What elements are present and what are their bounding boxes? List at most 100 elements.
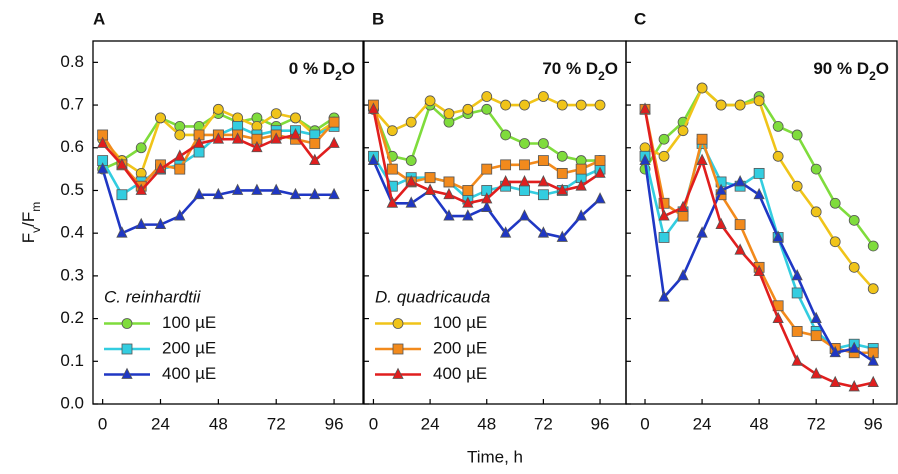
marker <box>290 112 301 124</box>
marker <box>481 163 493 175</box>
marker <box>424 172 436 184</box>
marker <box>677 210 689 222</box>
y-tick-label: 0.3 <box>60 265 84 284</box>
marker <box>481 103 493 115</box>
y-tick-label: 0.5 <box>60 180 84 199</box>
marker <box>462 196 474 208</box>
text-part: m <box>29 202 43 212</box>
marker <box>289 128 302 140</box>
marker <box>481 192 493 204</box>
marker <box>867 375 879 388</box>
x-tick-label: 72 <box>807 414 826 433</box>
marker <box>696 82 708 94</box>
marker <box>810 163 822 175</box>
legend-marker <box>392 367 404 379</box>
legend-label: 400 µE <box>433 364 487 383</box>
marker <box>367 153 380 165</box>
marker <box>309 138 321 149</box>
text-part: 70 % D <box>542 59 598 78</box>
marker <box>575 209 587 221</box>
marker <box>424 95 436 107</box>
marker <box>251 183 263 195</box>
marker <box>810 367 822 379</box>
marker <box>405 196 417 208</box>
x-tick-label: 0 <box>98 414 107 433</box>
marker <box>848 341 860 353</box>
marker <box>519 185 530 196</box>
marker <box>696 226 708 238</box>
text-part: O <box>605 59 618 78</box>
marker <box>499 226 512 238</box>
marker <box>328 116 340 128</box>
y-tick-label: 0.0 <box>60 393 84 412</box>
panel-annotation: 0 % D2O <box>289 59 355 83</box>
y-tick-label: 0.7 <box>60 95 84 114</box>
marker <box>537 155 549 166</box>
marker <box>791 354 803 366</box>
marker <box>386 196 398 208</box>
marker <box>443 108 455 119</box>
marker <box>556 183 568 195</box>
text-part: 2 <box>598 69 605 83</box>
marker <box>867 283 879 295</box>
marker <box>715 183 727 195</box>
marker <box>677 200 689 212</box>
text-part: 90 % D <box>813 59 869 78</box>
marker <box>753 187 765 200</box>
marker <box>791 180 803 192</box>
marker <box>462 209 474 221</box>
marker <box>212 187 225 200</box>
marker <box>193 146 205 158</box>
marker <box>443 209 455 221</box>
marker <box>734 219 746 231</box>
marker <box>519 138 530 149</box>
marker <box>658 209 670 221</box>
x-tick-label: 96 <box>591 414 610 433</box>
x-tick-label: 48 <box>750 414 769 433</box>
marker <box>791 268 803 281</box>
marker <box>556 230 568 242</box>
x-tick-label: 0 <box>369 414 378 433</box>
x-tick-label: 0 <box>640 414 649 433</box>
marker <box>829 236 841 248</box>
marker <box>753 95 765 107</box>
x-tick-label: 96 <box>864 414 883 433</box>
marker <box>575 163 587 175</box>
marker <box>715 99 727 111</box>
legend-marker <box>121 367 133 379</box>
marker <box>772 150 784 162</box>
y-tick-label: 0.1 <box>60 351 84 370</box>
marker <box>753 167 765 179</box>
series-line <box>643 85 875 247</box>
panel-label: A <box>93 9 105 28</box>
marker <box>499 175 512 187</box>
marker <box>829 197 841 209</box>
marker <box>734 99 746 111</box>
text-part: v <box>29 227 43 233</box>
marker <box>462 103 474 115</box>
marker <box>212 103 224 115</box>
y-tick-label: 0.8 <box>60 52 84 71</box>
marker <box>594 192 606 204</box>
marker <box>829 375 841 388</box>
marker <box>810 206 822 218</box>
marker <box>174 129 186 141</box>
marker <box>367 102 380 114</box>
marker <box>289 187 302 200</box>
marker <box>658 290 670 302</box>
x-axis-label: Time, h <box>467 447 523 466</box>
marker <box>518 175 531 187</box>
y-tick-label: 0.6 <box>60 137 84 156</box>
marker <box>154 217 167 230</box>
legend-marker <box>121 318 133 329</box>
x-tick-label: 72 <box>267 414 286 433</box>
marker <box>135 217 147 230</box>
marker <box>791 325 803 337</box>
marker <box>193 187 205 200</box>
marker <box>154 162 167 174</box>
marker <box>537 91 549 102</box>
x-tick-label: 24 <box>421 414 440 433</box>
marker <box>696 133 708 145</box>
marker <box>462 185 474 196</box>
